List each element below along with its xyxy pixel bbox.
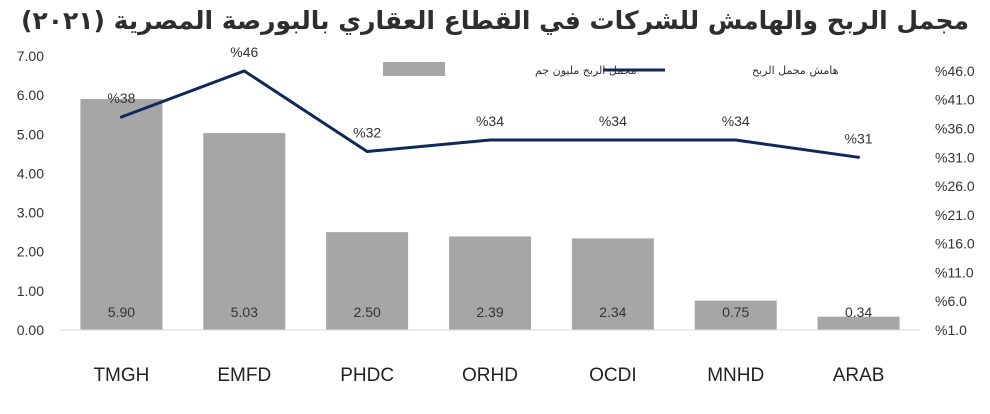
margin-value-label: %46: [230, 44, 258, 60]
right-tick-label: %31.0: [935, 149, 975, 165]
bar-value-label: 2.39: [476, 304, 503, 320]
right-tick-label: %16.0: [935, 236, 975, 252]
bar-value-label: 2.50: [354, 304, 381, 320]
margin-point: [857, 155, 861, 159]
legend-bar-swatch: [383, 62, 445, 76]
right-tick-label: %1.0: [935, 322, 967, 338]
margin-point: [734, 138, 738, 142]
margin-value-label: %34: [599, 113, 627, 129]
legend-bar-label: مجمل الربح مليون جم: [535, 64, 637, 77]
margin-point: [488, 138, 492, 142]
left-tick-label: 2.00: [17, 244, 44, 260]
left-tick-label: 4.00: [17, 165, 44, 181]
left-tick-label: 6.00: [17, 87, 44, 103]
left-tick-label: 5.00: [17, 126, 44, 142]
margin-value-label: %31: [845, 130, 873, 146]
right-axis: %1.0 %6.0 %11.0 %16.0 %21.0 %26.0 %31.0 %36.0 %4…: [935, 63, 975, 338]
margin-value-label: %34: [722, 113, 750, 129]
line-series: %38 %46 %32 %34 %34 %34 %31: [107, 44, 873, 159]
right-tick-label: %41.0: [935, 92, 975, 108]
margin-value-label: %38: [107, 90, 135, 106]
bar-value-label: 5.03: [231, 304, 258, 320]
bar-ocdi: [571, 238, 654, 330]
category-label: ARAB: [833, 365, 885, 386]
bar-series: 5.90 5.03 2.50 2.39 2.34 0.75 0.34: [60, 99, 920, 331]
right-tick-label: %36.0: [935, 121, 975, 137]
left-tick-label: 0.00: [17, 322, 44, 338]
bar-value-label: 5.90: [108, 304, 135, 320]
category-label: MNHD: [707, 365, 764, 386]
margin-point: [365, 150, 369, 154]
bar-tmgh: [80, 99, 163, 330]
margin-value-label: %34: [476, 113, 504, 129]
bar-value-label: 0.34: [845, 304, 872, 320]
margin-value-label: %32: [353, 125, 381, 141]
category-label: ORHD: [462, 365, 518, 386]
category-label: PHDC: [340, 365, 394, 386]
chart-title: مجمل الربح والهامش للشركات في القطاع الع…: [21, 6, 969, 35]
left-tick-label: 1.00: [17, 283, 44, 299]
margin-point: [119, 115, 123, 119]
left-axis: 0.00 1.00 2.00 3.00 4.00 5.00 6.00 7.00: [17, 48, 44, 338]
right-tick-label: %11.0: [935, 264, 974, 280]
right-tick-label: %46.0: [935, 63, 975, 79]
margin-point: [611, 138, 615, 142]
bar-phdc: [326, 232, 409, 330]
left-tick-label: 3.00: [17, 205, 44, 221]
category-label: TMGH: [93, 365, 149, 386]
right-tick-label: %6.0: [935, 293, 967, 309]
legend-line-label: هامش مجمل الربح: [752, 64, 839, 77]
category-label: OCDI: [589, 365, 637, 386]
bar-value-label: 2.34: [599, 304, 626, 320]
legend: مجمل الربح مليون جم هامش مجمل الربح: [383, 62, 839, 77]
right-tick-label: %26.0: [935, 178, 975, 194]
category-axis: TMGH EMFD PHDC ORHD OCDI MNHD ARAB: [93, 365, 884, 386]
bar-emfd: [203, 133, 286, 330]
bar-value-label: 0.75: [722, 304, 749, 320]
bar-orhd: [449, 236, 531, 330]
category-label: EMFD: [217, 365, 271, 386]
bar-arab: [817, 316, 900, 330]
bar-mnhd: [694, 300, 777, 330]
right-tick-label: %21.0: [935, 207, 975, 223]
left-tick-label: 7.00: [17, 48, 44, 64]
margin-point: [242, 69, 246, 73]
